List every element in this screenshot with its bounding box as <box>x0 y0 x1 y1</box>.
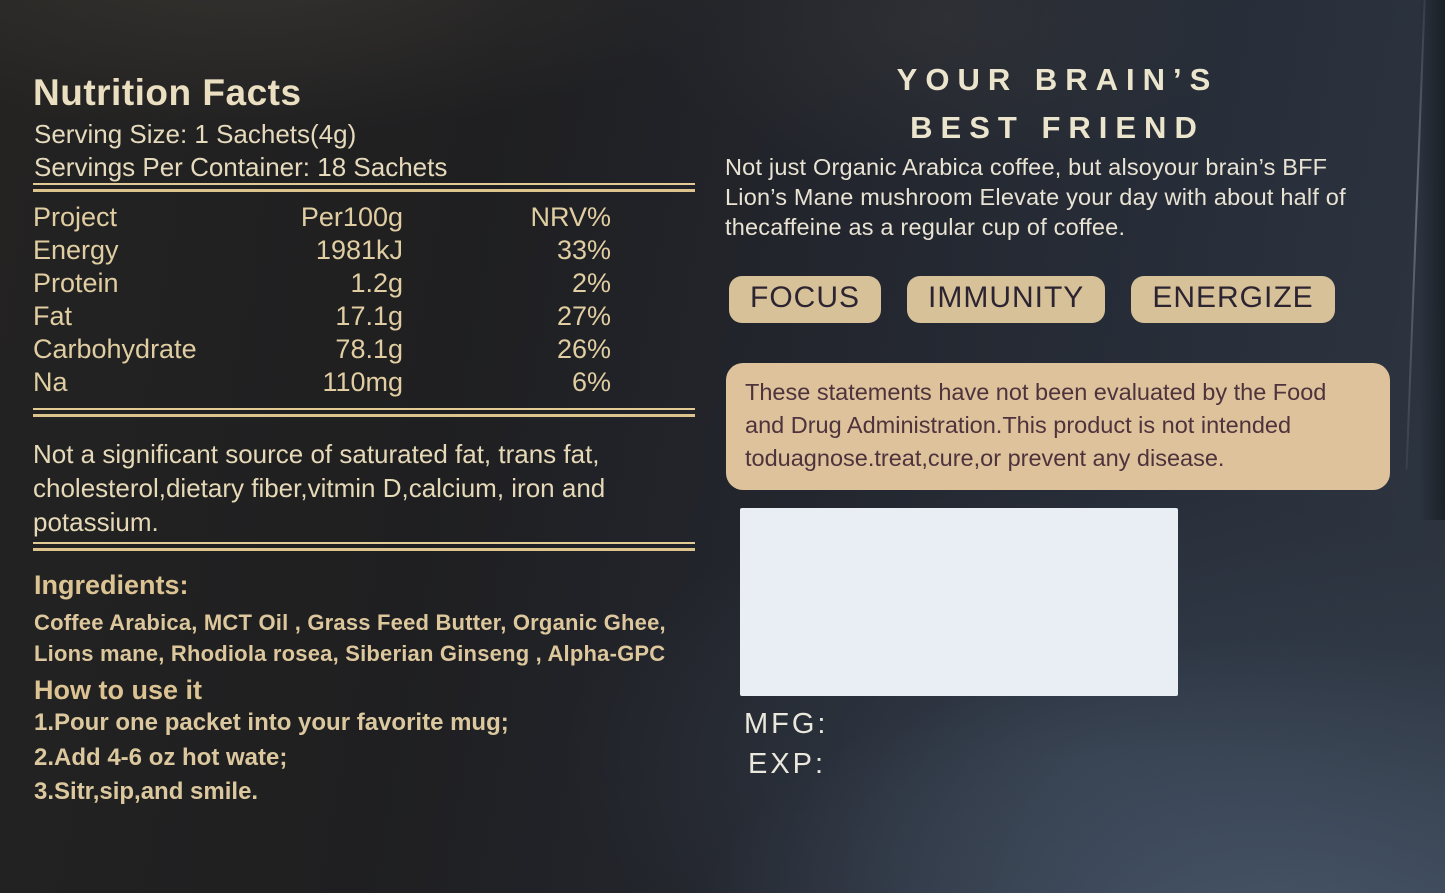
nutrient-nrv: 26% <box>556 334 611 364</box>
servings-per-container-text: Servings Per Container: 18 Sachets <box>34 152 448 182</box>
nutrition-facts-title: Nutrition Facts <box>33 72 302 113</box>
usage-step-1: 1.Pour one packet into your favorite mug… <box>34 709 509 736</box>
usage-step-3: 3.Sitr,sip,and smile. <box>34 778 259 805</box>
fda-disclaimer: These statements have not been evaluated… <box>726 363 1390 490</box>
divider-bottom <box>33 542 695 551</box>
nutrient-amount: 1981kJ <box>315 235 403 265</box>
nutrient-amount: 17.1g <box>335 301 403 331</box>
nutrient-amount: 78.1g <box>335 334 403 364</box>
blank-label-sticker <box>740 508 1178 696</box>
nutrient-nrv: 6% <box>571 367 611 397</box>
badge-focus: FOCUS <box>729 276 881 323</box>
benefit-badges: FOCUS IMMUNITY ENERGIZE <box>729 276 1335 323</box>
nutrition-table: Project Per100g NRV% Energy 1981kJ 33% P… <box>33 201 695 399</box>
nutrient-name: Na <box>33 367 68 397</box>
badge-energize: ENERGIZE <box>1131 276 1335 323</box>
nutrient-name: Fat <box>33 301 73 331</box>
nutrient-nrv: 27% <box>556 301 611 331</box>
table-row: Carbohydrate 78.1g 26% <box>33 333 695 366</box>
brand-heading: YOUR BRAIN’S BEST FRIEND <box>725 56 1390 152</box>
package-edge-shadow <box>1419 0 1445 520</box>
usage-step-2: 2.Add 4-6 oz hot wate; <box>34 744 288 771</box>
brand-heading-line2: BEST FRIEND <box>910 110 1205 145</box>
badge-immunity: IMMUNITY <box>907 276 1106 323</box>
nutrient-nrv: 33% <box>556 235 611 265</box>
nutrition-table-header-row: Project Per100g NRV% <box>33 201 695 234</box>
exp-date-label: EXP: <box>748 748 827 780</box>
ingredients-list: Coffee Arabica, MCT Oil , Grass Feed But… <box>34 610 666 666</box>
divider-top <box>33 183 695 192</box>
nutrient-nrv: 2% <box>571 268 611 298</box>
nutrient-name: Protein <box>33 268 119 298</box>
table-row: Energy 1981kJ 33% <box>33 234 695 267</box>
ingredients-heading: Ingredients: <box>34 570 189 600</box>
nutrient-amount: 1.2g <box>350 268 403 298</box>
table-row: Protein 1.2g 2% <box>33 267 695 300</box>
nutrient-amount: 110mg <box>322 367 403 397</box>
column-header-nrv: NRV% <box>530 202 611 232</box>
how-to-use-heading: How to use it <box>34 675 202 705</box>
column-header-per100g: Per100g <box>300 202 403 232</box>
brand-heading-line1: YOUR BRAIN’S <box>896 62 1219 97</box>
not-significant-source-note: Not a significant source of saturated fa… <box>33 439 606 537</box>
table-row: Fat 17.1g 27% <box>33 300 695 333</box>
serving-size-text: Serving Size: 1 Sachets(4g) <box>34 119 357 149</box>
nutrient-name: Carbohydrate <box>33 334 197 364</box>
mfg-date-label: MFG: <box>744 708 829 740</box>
table-row: Na 110mg 6% <box>33 366 695 399</box>
nutrient-name: Energy <box>33 235 119 265</box>
marketing-copy: Not just Organic Arabica coffee, but als… <box>725 154 1346 240</box>
divider-middle <box>33 408 695 417</box>
column-header-project: Project <box>33 202 118 232</box>
